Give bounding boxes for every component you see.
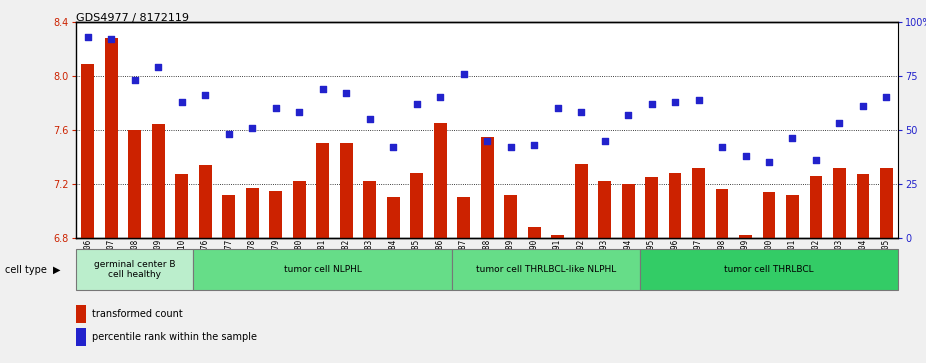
Bar (598, 181, 611, 238)
Bar (245, 188, 258, 238)
Point (292, 110, 307, 115)
Bar (786, 195, 799, 238)
Text: GDS4977 / 8172119: GDS4977 / 8172119 (76, 13, 189, 23)
Bar (809, 176, 822, 238)
Bar (76, 328, 86, 346)
Bar (669, 173, 682, 238)
Point (269, 105, 283, 111)
Bar (199, 165, 212, 238)
Point (691, 97, 706, 102)
Bar (363, 181, 376, 238)
Bar (293, 181, 306, 238)
Bar (716, 189, 729, 238)
Text: transformed count: transformed count (93, 309, 183, 319)
Bar (739, 235, 752, 238)
Point (856, 103, 870, 109)
Point (573, 110, 588, 115)
Bar (551, 235, 564, 238)
Bar (575, 163, 587, 238)
Bar (175, 174, 188, 238)
Bar (433, 123, 446, 238)
Point (527, 142, 542, 148)
Bar (269, 191, 282, 238)
Bar (504, 195, 517, 238)
Bar (833, 168, 846, 238)
Bar (457, 197, 470, 238)
Point (620, 112, 635, 118)
Bar (528, 227, 541, 238)
Bar (222, 195, 235, 238)
Bar (410, 173, 423, 238)
Text: tumor cell NLPHL: tumor cell NLPHL (283, 265, 361, 274)
FancyBboxPatch shape (640, 249, 898, 290)
FancyBboxPatch shape (76, 249, 194, 290)
Bar (128, 130, 141, 238)
Point (432, 94, 447, 100)
Point (597, 138, 612, 143)
Bar (692, 168, 705, 238)
Bar (762, 192, 775, 238)
Point (409, 101, 424, 107)
Bar (387, 197, 399, 238)
Point (879, 94, 894, 100)
Point (644, 101, 659, 107)
Bar (316, 143, 329, 238)
Point (81, 34, 95, 40)
Bar (857, 174, 870, 238)
Text: germinal center B
cell healthy: germinal center B cell healthy (94, 260, 175, 279)
Bar (880, 168, 893, 238)
Point (174, 99, 189, 105)
Point (244, 125, 259, 131)
Bar (105, 38, 118, 238)
FancyBboxPatch shape (452, 249, 640, 290)
Point (457, 71, 471, 77)
Bar (340, 143, 353, 238)
Point (503, 144, 518, 150)
Point (386, 144, 401, 150)
Bar (152, 125, 165, 238)
Point (715, 144, 730, 150)
Text: tumor cell THRLBCL-like NLPHL: tumor cell THRLBCL-like NLPHL (476, 265, 616, 274)
Bar (481, 136, 494, 238)
Bar (81, 64, 94, 238)
Text: tumor cell THRLBCL: tumor cell THRLBCL (724, 265, 814, 274)
Point (339, 90, 354, 96)
Point (761, 159, 776, 165)
Text: cell type: cell type (5, 265, 46, 274)
Point (315, 86, 330, 91)
Point (104, 36, 119, 42)
Point (151, 64, 166, 70)
Text: ▶: ▶ (53, 265, 60, 274)
Point (668, 99, 682, 105)
Point (127, 77, 142, 83)
Point (480, 138, 494, 143)
Point (198, 92, 213, 98)
Bar (645, 177, 658, 238)
Point (550, 105, 565, 111)
FancyBboxPatch shape (194, 249, 452, 290)
Point (832, 121, 847, 126)
Point (221, 131, 236, 137)
Point (785, 135, 800, 141)
Text: percentile rank within the sample: percentile rank within the sample (93, 332, 257, 342)
Point (362, 116, 377, 122)
Bar (76, 305, 86, 322)
Point (808, 157, 823, 163)
Bar (621, 184, 634, 238)
Point (738, 153, 753, 159)
